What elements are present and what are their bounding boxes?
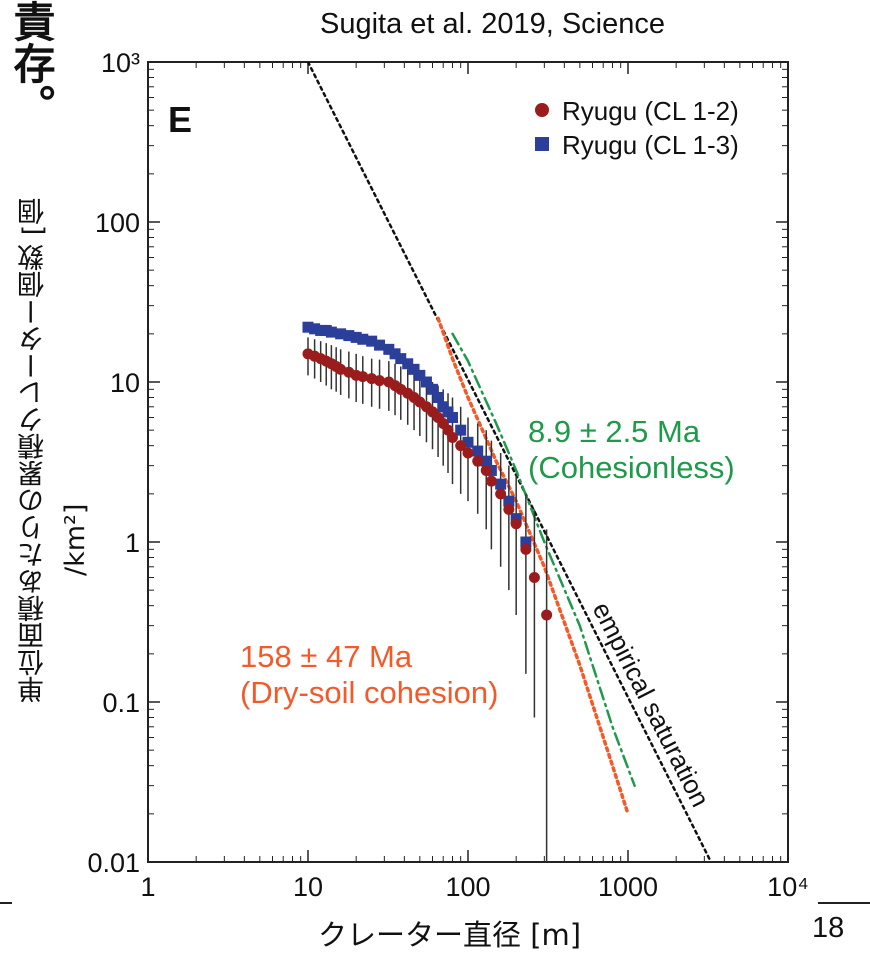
page-number: 18 xyxy=(812,912,845,944)
data-point-cl13 xyxy=(350,331,362,343)
data-point-cl13 xyxy=(414,369,426,381)
cohesionless-label-value: 8.9 ± 2.5 Ma xyxy=(528,414,701,449)
data-point-cl13 xyxy=(427,383,439,395)
legend-label-cl13: Ryugu (CL 1-3) xyxy=(562,130,739,160)
data-point-cl12 xyxy=(510,518,522,530)
data-point-cl13 xyxy=(402,358,414,370)
x-tick-label: 1 xyxy=(140,872,155,902)
x-tick-label: 100 xyxy=(445,872,490,902)
data-point-cl13 xyxy=(366,335,378,347)
data-point-cl13 xyxy=(462,436,474,448)
data-point-cl13 xyxy=(408,363,420,375)
footer-rule-right xyxy=(818,902,870,904)
data-point-cl13 xyxy=(442,406,454,418)
data-point-cl12 xyxy=(462,447,474,459)
cohesionless-label-name: (Cohesionless) xyxy=(528,450,735,485)
data-point-cl12 xyxy=(472,455,484,467)
data-point-cl13 xyxy=(389,348,401,360)
dry-soil-label-value: 158 ± 47 Ma xyxy=(240,639,413,674)
data-point-cl13 xyxy=(383,343,395,355)
data-point-cl12 xyxy=(480,464,492,476)
footer-rule-left xyxy=(0,902,12,904)
data-point-cl13 xyxy=(302,321,314,333)
data-point-cl12 xyxy=(541,609,553,621)
y-tick-label: 10 xyxy=(110,368,140,398)
model-line xyxy=(306,62,713,862)
data-point-cl12 xyxy=(503,503,515,515)
data-point-cl13 xyxy=(503,495,515,507)
model-line xyxy=(436,316,630,816)
data-point-cl13 xyxy=(315,324,327,336)
data-point-cl13 xyxy=(520,536,532,548)
data-point-cl13 xyxy=(357,333,369,345)
data-point-cl13 xyxy=(472,445,484,457)
y-tick-label: 0.1 xyxy=(102,688,140,718)
y-tick-label: 0.01 xyxy=(87,848,140,878)
dry-soil-label-name: (Dry-soil cohesion) xyxy=(240,675,498,710)
data-point-cl13 xyxy=(395,353,407,365)
y-tick-label: 1 xyxy=(125,528,140,558)
y-tick-label: 10³ xyxy=(101,48,140,78)
data-point-cl13 xyxy=(495,478,507,490)
data-point-cl12 xyxy=(446,431,458,443)
y-tick-label: 100 xyxy=(95,208,140,238)
legend-label-cl12: Ryugu (CL 1-2) xyxy=(562,96,739,126)
x-tick-label: 1000 xyxy=(598,872,658,902)
model-line xyxy=(451,332,636,787)
data-point-cl13 xyxy=(480,455,492,467)
data-point-cl12 xyxy=(520,543,532,555)
citation: Sugita et al. 2019, Science xyxy=(320,8,666,40)
data-point-cl13 xyxy=(374,339,386,351)
data-point-cl12 xyxy=(485,475,497,487)
legend-marker-cl12 xyxy=(535,103,549,117)
data-point-cl13 xyxy=(335,328,347,340)
data-point-cl13 xyxy=(309,323,321,335)
x-tick-label: 10⁴ xyxy=(767,872,809,902)
data-point-cl13 xyxy=(325,326,337,338)
data-point-cl12 xyxy=(455,440,467,452)
data-point-cl13 xyxy=(432,392,444,404)
data-point-cl12 xyxy=(357,371,369,383)
data-point-cl13 xyxy=(343,330,355,342)
slide-title-fragment: 責存。 xyxy=(7,0,56,126)
data-point-cl12 xyxy=(495,488,507,500)
data-point-cl13 xyxy=(420,376,432,388)
legend-marker-cl13 xyxy=(535,137,549,151)
panel-label: E xyxy=(168,99,192,140)
data-point-cl12 xyxy=(374,375,386,387)
data-point-cl13 xyxy=(455,424,467,436)
data-point-cl13 xyxy=(446,411,458,423)
x-axis-label: クレーター直径 [m] xyxy=(318,918,582,952)
x-tick-label: 10 xyxy=(293,872,323,902)
data-point-cl12 xyxy=(528,571,540,583)
